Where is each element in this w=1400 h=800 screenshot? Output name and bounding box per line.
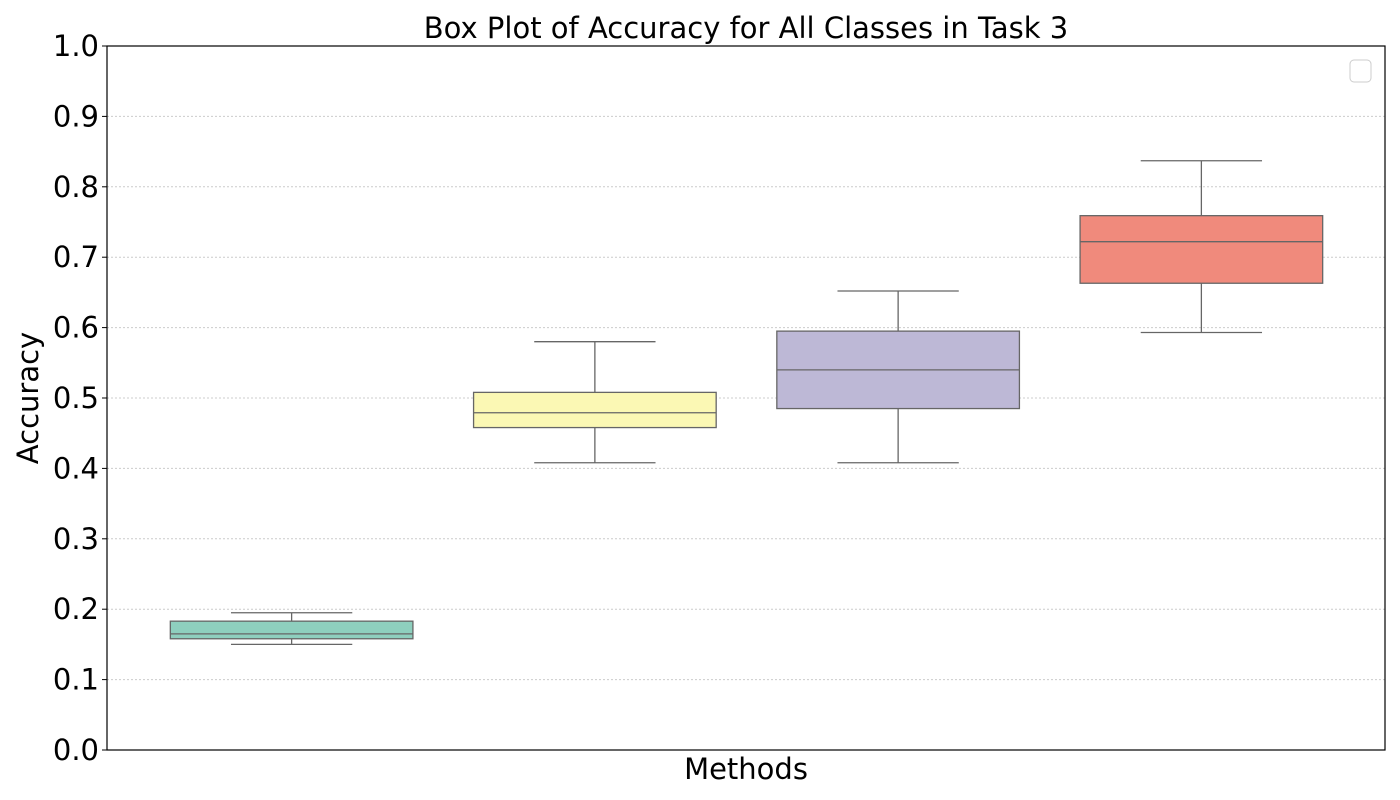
box-3 xyxy=(776,290,1021,464)
box-iqr xyxy=(1079,215,1324,284)
box-iqr xyxy=(472,391,717,429)
box-2 xyxy=(472,341,717,464)
y-tick-label: 0.7 xyxy=(53,240,99,274)
y-axis-label: Accuracy xyxy=(11,332,45,464)
y-tick-label: 0.0 xyxy=(53,733,99,767)
y-tick-label: 0.9 xyxy=(53,99,99,133)
y-axis-ticks: 0.0 0.1 0.2 0.3 0.4 0.5 0.6 0.7 0.8 0.9 1.0 xyxy=(53,29,107,767)
y-tick-label: 1.0 xyxy=(53,29,99,63)
chart-title: Box Plot of Accuracy for All Classes in … xyxy=(424,11,1068,45)
y-tick-label: 0.3 xyxy=(53,522,99,556)
boxes-group xyxy=(169,160,1324,646)
y-tick-label: 0.4 xyxy=(53,451,99,485)
box-4 xyxy=(1079,160,1324,334)
box-1 xyxy=(169,612,414,646)
x-axis-label: Methods xyxy=(684,752,808,786)
grid-lines xyxy=(107,115,1385,681)
y-tick-label: 0.5 xyxy=(53,381,99,415)
y-tick-label: 0.8 xyxy=(53,170,99,204)
box-iqr xyxy=(169,620,414,640)
y-tick-label: 0.1 xyxy=(53,663,99,697)
y-tick-label: 0.2 xyxy=(53,592,99,626)
y-tick-label: 0.6 xyxy=(53,311,99,345)
legend-box xyxy=(1349,59,1372,83)
